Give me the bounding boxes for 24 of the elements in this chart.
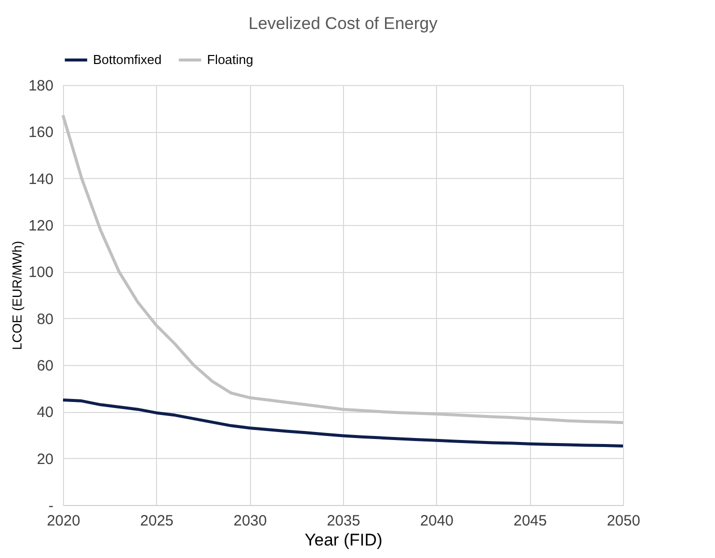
x-tick-label: 2030: [233, 512, 267, 530]
y-tick-label: 40: [36, 404, 54, 422]
line-series: [62, 398, 624, 448]
y-tick-label: 180: [28, 78, 54, 94]
y-tick-label: 140: [28, 170, 54, 188]
x-axis-title: Year (FID): [304, 530, 382, 550]
legend-label: Floating: [207, 52, 254, 67]
line-series: [62, 114, 624, 424]
chart-title: Levelized Cost of Energy: [248, 14, 438, 33]
x-tick-label: 2045: [513, 512, 547, 530]
legend-label: Bottomfixed: [93, 52, 162, 67]
y-tick-label: 20: [36, 450, 54, 468]
y-tick-label: 160: [28, 124, 54, 142]
y-tick-label: 80: [36, 310, 54, 328]
x-tick-label: 2040: [420, 512, 454, 530]
x-tick-label: 2020: [46, 512, 80, 530]
x-tick-label: 2025: [140, 512, 174, 530]
y-axis-title: LCOE (EUR/MWh): [9, 240, 24, 350]
x-tick-label: 2050: [606, 512, 640, 530]
y-tick-label: -: [48, 498, 54, 514]
x-tick-label: 2035: [326, 512, 360, 530]
y-tick-label: 100: [28, 264, 54, 282]
y-tick-label: 60: [36, 358, 54, 374]
y-tick-label: 120: [28, 218, 54, 234]
